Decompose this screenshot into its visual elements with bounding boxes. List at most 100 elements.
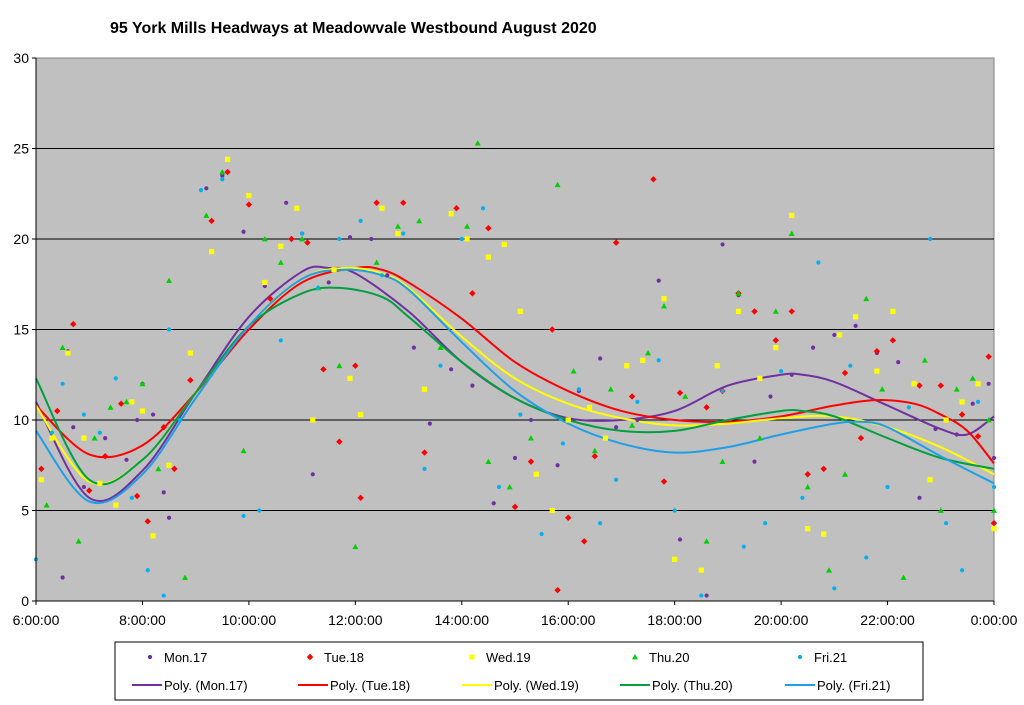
data-point [198,188,204,193]
data-point [518,412,523,417]
data-point [160,424,167,431]
data-point [139,380,146,387]
data-point [395,230,401,237]
data-point [358,218,363,223]
data-point [97,480,103,486]
data-point [810,345,816,350]
legend-label: Poly. (Thu.20) [652,678,733,693]
legend-label: Thu.20 [649,650,689,665]
data-point [464,223,471,229]
data-point [873,348,881,355]
data-point [129,399,135,405]
data-point [438,363,443,368]
x-tick-label: 0:00:00 [971,612,1018,628]
data-point [416,217,423,224]
data-point [331,267,337,273]
x-tick-label: 16:00:00 [541,612,596,628]
data-point [411,345,416,350]
data-point [821,531,827,537]
data-point [906,405,911,410]
data-point [682,393,689,399]
data-point [427,421,432,426]
data-point [889,337,897,344]
data-point [527,435,534,441]
data-point [554,586,561,594]
data-point [959,568,965,573]
data-point [704,593,709,598]
legend-label: Wed.19 [486,650,531,665]
data-point [81,435,87,441]
data-point [560,441,566,446]
data-point [38,477,44,483]
data-point [145,568,150,573]
data-point [336,362,343,369]
data-point [38,465,45,473]
data-point [570,368,577,374]
data-point [101,453,109,460]
data-point [449,367,454,372]
data-point [246,192,252,199]
data-point [81,484,86,490]
data-point [187,376,194,384]
data-point [480,206,486,211]
data-point [161,593,166,598]
data-point [506,483,513,490]
data-point [469,290,476,297]
data-point [703,404,710,411]
data-point [161,490,166,495]
data-point [517,308,523,314]
data-point [421,386,428,392]
data-point [937,507,944,513]
legend-marker [632,654,638,660]
data-point [943,417,949,423]
legend-marker [306,653,314,661]
data-point [166,327,172,332]
data-point [848,363,853,368]
data-point [485,224,492,232]
data-point [225,156,231,162]
data-point [113,502,119,508]
data-point [133,492,141,500]
data-point [841,369,849,377]
data-point [401,231,406,236]
data-point [549,507,555,514]
x-tick-label: 18:00:00 [647,612,702,628]
x-tick-label: 12:00:00 [328,612,383,628]
data-point [107,404,114,410]
data-point [788,308,795,315]
data-point [937,382,944,389]
data-point [358,411,364,418]
data-point [614,477,619,482]
data-point [804,471,811,478]
data-point [75,538,82,544]
x-tick-label: 14:00:00 [435,612,490,628]
data-point [958,411,966,418]
legend-label: Poly. (Wed.19) [494,678,579,693]
x-tick-label: 6:00:00 [13,612,60,628]
data-point [400,199,407,206]
data-point [277,259,284,265]
data-point [554,181,561,188]
data-point [629,422,636,428]
data-point [352,543,359,550]
data-point [853,314,859,320]
legend-marker [469,654,475,660]
data-point [699,593,704,598]
data-point [219,169,226,175]
data-point [241,513,246,519]
data-point [86,487,93,494]
x-axis-ticks: 6:00:00 8:00:00 10:00:00 12:00:00 14:00:00 16… [13,601,1018,628]
data-point [117,400,125,407]
y-tick-label: 5 [21,503,29,519]
data-point [874,368,880,374]
data-point [129,495,134,500]
data-point [204,186,209,191]
data-point [954,432,959,437]
data-point [805,526,811,532]
data-point [357,494,364,502]
data-point [284,200,289,205]
data-point [124,457,129,462]
data-point [278,243,284,249]
data-point [565,417,571,423]
data-point [779,369,784,374]
